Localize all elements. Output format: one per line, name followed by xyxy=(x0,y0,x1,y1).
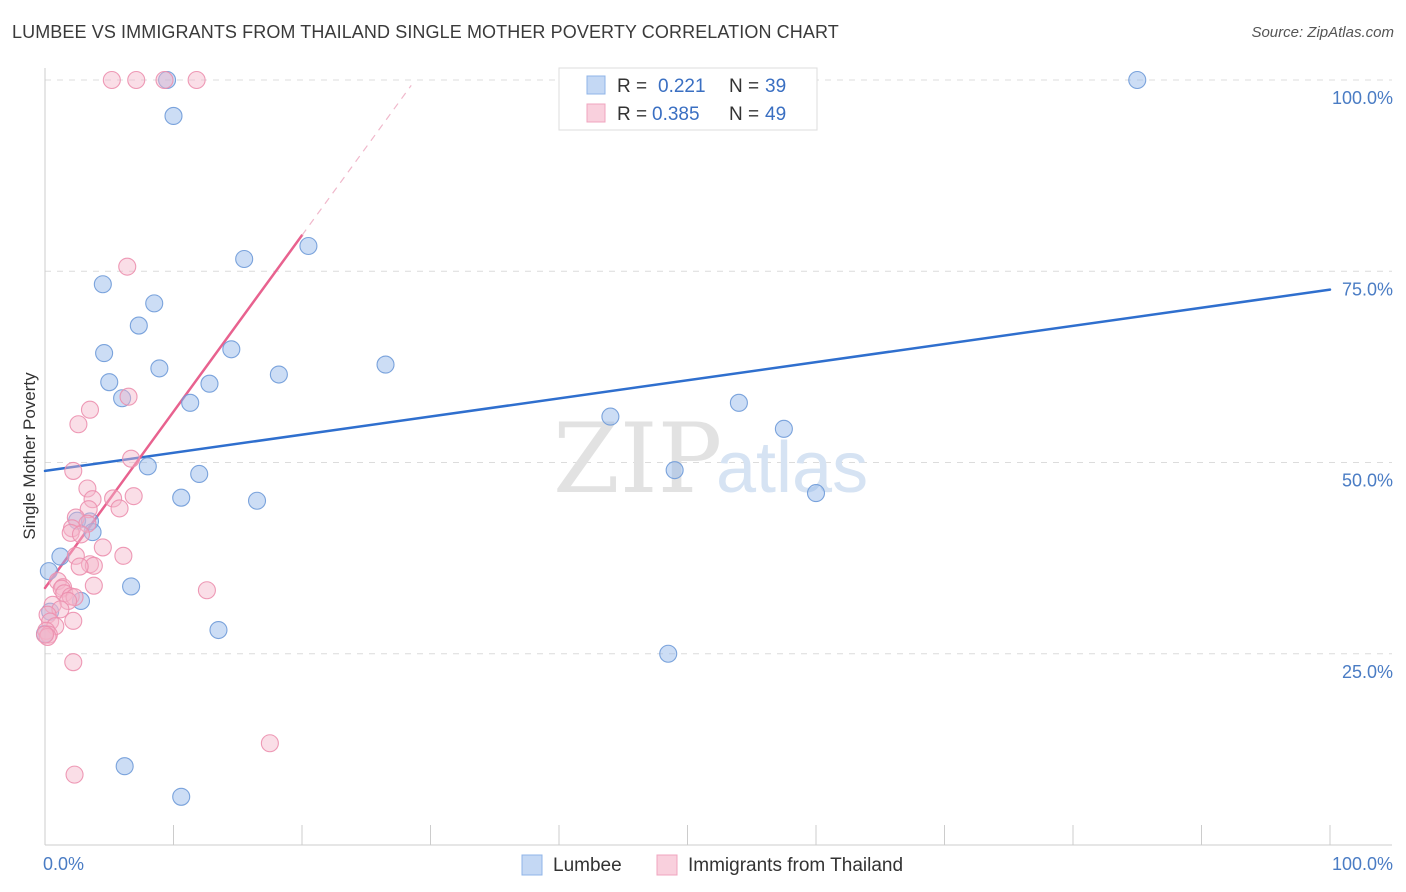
point-thailand-13 xyxy=(124,487,143,506)
point-lumbee-2 xyxy=(1128,70,1147,90)
watermark-zip-text: ZIP xyxy=(553,403,722,515)
point-thailand-32 xyxy=(197,581,216,600)
point-thailand-11 xyxy=(83,490,102,509)
y-tick-labels: 25.0% 50.0% 75.0% 100.0% xyxy=(1332,88,1393,682)
point-lumbee-25 xyxy=(806,484,826,503)
lumbee-swatch xyxy=(586,75,606,95)
point-lumbee-30 xyxy=(39,562,58,581)
point-lumbee-7 xyxy=(129,316,148,335)
legend-lumbee-label: Lumbee xyxy=(553,855,622,876)
legend-thailand-swatch xyxy=(656,854,678,876)
lumbee-n-value: 39 xyxy=(765,76,786,97)
point-thailand-3 xyxy=(187,70,206,90)
point-thailand-22 xyxy=(114,546,133,565)
point-thailand-46 xyxy=(64,653,83,672)
point-lumbee-22 xyxy=(190,464,209,484)
point-lumbee-13 xyxy=(100,373,119,392)
data-points xyxy=(35,70,1147,806)
point-lumbee-31 xyxy=(122,577,141,596)
y-tick-label-0: 25.0% xyxy=(1342,662,1393,682)
point-lumbee-10 xyxy=(376,355,395,374)
point-lumbee-21 xyxy=(138,457,157,476)
thailand-n-label: N = xyxy=(729,104,759,125)
point-lumbee-34 xyxy=(209,620,228,640)
y-axis-label: Single Mother Poverty xyxy=(20,372,39,540)
point-thailand-47 xyxy=(260,734,279,753)
point-thailand-7 xyxy=(119,387,138,406)
point-lumbee-8 xyxy=(222,340,241,359)
stats-legend: R = 0.221 N = 39 R = 0.385 N = 49 xyxy=(558,67,818,131)
point-lumbee-9 xyxy=(95,344,114,363)
point-lumbee-20 xyxy=(774,419,793,438)
point-thailand-12 xyxy=(104,489,123,508)
x-tick-label-0: 0.0% xyxy=(43,854,84,874)
axes xyxy=(44,68,1392,846)
point-lumbee-5 xyxy=(93,275,112,294)
chart-title: LUMBEE VS IMMIGRANTS FROM THAILAND SINGL… xyxy=(12,22,839,42)
point-thailand-45 xyxy=(35,625,55,644)
point-thailand-9 xyxy=(64,461,83,480)
point-lumbee-1 xyxy=(164,106,183,126)
x-tick-label-1: 100.0% xyxy=(1332,854,1393,874)
watermark-atlas-text: atlas xyxy=(716,428,868,508)
point-lumbee-19 xyxy=(665,461,684,480)
lumbee-r-label: R = xyxy=(617,76,647,97)
y-tick-label-1: 50.0% xyxy=(1342,471,1393,491)
trend-line-0 xyxy=(43,288,1332,473)
gridlines xyxy=(45,79,1392,655)
thailand-n-value: 49 xyxy=(765,104,786,125)
series-legend: Lumbee Immigrants from Thailand xyxy=(521,854,903,876)
point-thailand-14 xyxy=(79,500,98,519)
point-thailand-29 xyxy=(84,576,103,595)
point-lumbee-12 xyxy=(269,365,288,384)
point-lumbee-4 xyxy=(235,249,254,269)
point-thailand-26 xyxy=(70,557,89,576)
point-thailand-6 xyxy=(69,415,88,434)
point-lumbee-23 xyxy=(172,488,191,507)
point-lumbee-6 xyxy=(145,294,164,313)
point-thailand-20 xyxy=(71,525,91,544)
point-lumbee-3 xyxy=(299,236,318,256)
point-lumbee-16 xyxy=(729,393,748,412)
point-thailand-2 xyxy=(155,70,174,90)
point-thailand-25 xyxy=(84,556,103,575)
watermark: ZIP atlas xyxy=(553,403,868,515)
y-tick-label-3: 100.0% xyxy=(1332,88,1393,108)
point-thailand-39 xyxy=(64,611,83,630)
point-thailand-4 xyxy=(118,257,137,276)
source-label: Source: ZipAtlas.com xyxy=(1251,24,1394,41)
y-tick-label-2: 75.0% xyxy=(1342,279,1393,299)
point-thailand-8 xyxy=(122,449,141,468)
point-thailand-23 xyxy=(66,546,85,565)
point-lumbee-29 xyxy=(51,547,70,566)
x-tick-labels: 0.0% 100.0% xyxy=(43,854,1393,874)
point-thailand-5 xyxy=(80,400,100,419)
point-thailand-44 xyxy=(38,627,57,646)
point-lumbee-14 xyxy=(200,374,219,393)
point-lumbee-24 xyxy=(247,491,267,510)
point-lumbee-35 xyxy=(659,644,678,663)
point-lumbee-17 xyxy=(181,393,200,412)
legend-lumbee-swatch xyxy=(521,854,543,876)
point-lumbee-15 xyxy=(113,389,132,408)
point-thailand-0 xyxy=(102,70,121,90)
point-thailand-48 xyxy=(65,765,84,784)
point-lumbee-28 xyxy=(83,523,102,542)
trend-extension-1 xyxy=(301,85,412,236)
point-lumbee-37 xyxy=(172,787,191,806)
point-thailand-21 xyxy=(93,538,112,557)
thailand-r-label: R = xyxy=(617,104,647,125)
point-thailand-15 xyxy=(110,499,129,518)
thailand-r-value: 0.385 xyxy=(652,104,700,125)
point-lumbee-36 xyxy=(115,757,134,776)
legend-thailand-label: Immigrants from Thailand xyxy=(688,855,903,876)
lumbee-n-label: N = xyxy=(729,76,759,97)
thailand-swatch xyxy=(586,103,606,123)
point-lumbee-11 xyxy=(150,359,169,378)
point-thailand-1 xyxy=(127,70,146,90)
point-thailand-10 xyxy=(78,479,97,498)
point-lumbee-18 xyxy=(601,407,620,426)
lumbee-r-value: 0.221 xyxy=(658,76,706,97)
